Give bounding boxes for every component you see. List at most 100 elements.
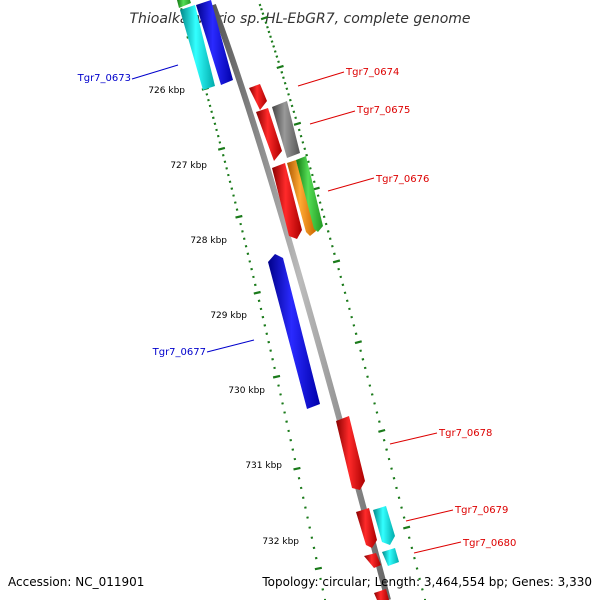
minor-tick [324,222,328,226]
gene-arrow-red [249,84,267,110]
minor-tick [277,60,280,64]
minor-tick [322,215,326,219]
minor-tick [312,546,316,550]
minor-tick [264,21,268,24]
minor-tick [244,245,248,248]
minor-tick [241,230,244,233]
gene-label: Tgr7_0675 [356,105,410,116]
minor-tick [288,98,292,102]
gene-label: Tgr7_0676 [375,174,429,185]
leader-line [405,509,454,522]
gene-arrow-cyan [180,5,215,90]
minor-tick [261,12,265,15]
ruler-label: 732 kbp [262,537,299,547]
gene-arrow-blue [268,254,320,409]
minor-tick [210,110,213,114]
minor-tick [269,35,272,38]
ruler-label: 730 kbp [228,386,265,396]
leader-line [309,110,356,125]
minor-tick [230,187,234,190]
gene-label: Tgr7_0677 [152,347,206,358]
minor-tick [285,87,289,91]
minor-tick [343,291,347,295]
minor-tick [352,324,356,327]
minor-tick [281,402,284,405]
minor-tick [266,25,269,29]
minor-tick [211,116,215,120]
minor-tick [261,315,265,319]
ruler-label: 727 kbp [170,161,207,171]
minor-tick [337,267,340,271]
major-tick [293,466,301,471]
major-tick [293,121,302,126]
minor-tick [387,457,391,461]
major-tick [235,214,243,219]
minor-tick [309,167,312,170]
minor-tick [301,141,305,144]
minor-tick [267,340,271,344]
minor-tick [258,3,262,7]
minor-tick [216,134,220,138]
leader-line [389,432,438,445]
major-tick [354,340,362,345]
major-tick [272,374,281,379]
major-tick [253,290,261,295]
minor-tick [400,506,403,509]
ruler-labels: 726 kbp 727 kbp 728 kbp 729 kbp 730 kbp … [148,86,299,547]
gene-arrow-red [356,508,377,548]
accession-label: Accession: NC_011901 [8,575,145,589]
major-tick [314,566,323,571]
gene-label: Tgr7_0673 [77,73,131,84]
minor-tick [282,76,285,79]
minor-tick [213,122,217,126]
gene-arrow-red [272,163,302,239]
minor-tick [235,208,239,211]
minor-tick [308,526,312,529]
minor-tick [270,40,274,43]
minor-tick [250,267,253,271]
minor-tick [252,275,255,279]
forward-strand-genes [249,84,399,600]
gene-arrow-green [296,156,323,232]
minor-tick [392,477,396,480]
minor-tick [314,556,318,560]
minor-tick [297,477,301,480]
minor-tick [267,30,271,34]
minor-tick [265,332,269,335]
genome-summary: Topology: circular; Length: 3,464,554 bp… [262,575,592,589]
minor-tick [280,71,284,74]
minor-tick [287,93,290,96]
minor-tick [218,141,222,144]
minor-tick [382,438,386,442]
minor-tick [239,222,242,226]
major-tick [332,259,341,264]
minor-tick [407,536,411,539]
minor-tick [305,153,308,157]
minor-tick [271,358,274,361]
minor-tick [279,393,282,396]
minor-tick [390,467,393,470]
leader-line [413,541,462,554]
gene-arrow-grey [272,101,300,158]
minor-tick [297,128,301,132]
minor-tick [312,180,316,184]
gene-arrow-cyan [382,548,399,566]
gene-arrow-red [374,589,389,600]
minor-tick [421,588,424,591]
minor-tick [221,154,225,157]
gene-arrow-red [336,416,365,490]
minor-tick [293,457,297,461]
leader-line [327,177,375,192]
minor-tick [363,366,367,370]
minor-tick [326,230,330,233]
minor-tick [331,244,334,248]
minor-tick [378,420,381,423]
major-tick [276,64,284,70]
minor-tick [299,486,303,490]
minor-tick [348,307,351,311]
minor-tick [415,567,419,570]
minor-tick [294,116,297,120]
minor-tick [339,275,343,279]
minor-tick [272,45,276,48]
ruler-label: 731 kbp [245,461,282,471]
